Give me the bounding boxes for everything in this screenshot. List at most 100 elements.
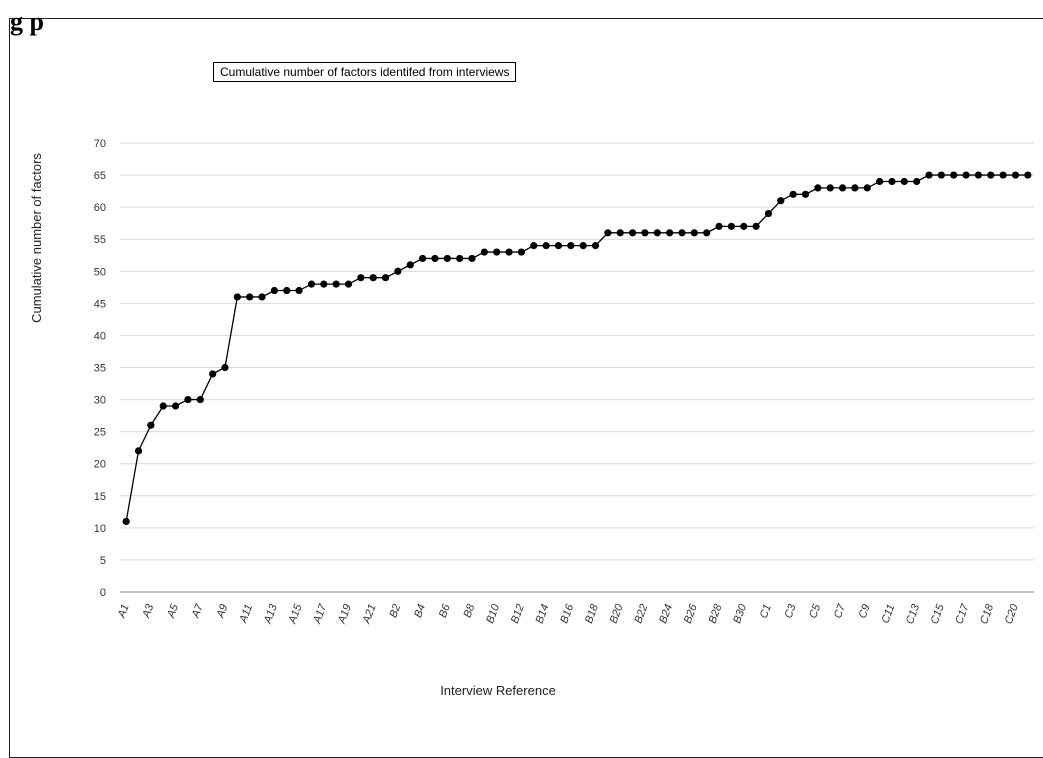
x-tick-label: B28	[707, 602, 725, 625]
x-tick-label: C17	[953, 602, 971, 626]
data-point	[233, 293, 241, 301]
series-line	[125, 174, 1028, 522]
x-tick-label: A17	[311, 602, 330, 626]
data-point	[604, 229, 612, 237]
data-point	[517, 248, 526, 256]
x-tick-label: B18	[583, 602, 601, 625]
y-tick-label: 65	[94, 170, 106, 182]
x-tick-label: B26	[682, 602, 700, 625]
data-point	[159, 402, 167, 410]
data-point	[456, 254, 464, 263]
data-points	[122, 171, 1032, 526]
x-tick-label: C9	[857, 603, 873, 620]
data-point	[616, 229, 624, 237]
data-point	[394, 267, 402, 275]
data-point	[653, 229, 661, 237]
data-point	[344, 280, 353, 288]
data-point	[1011, 171, 1020, 179]
data-point	[431, 254, 439, 263]
data-point	[740, 222, 748, 230]
data-point	[851, 184, 859, 192]
data-point	[530, 242, 538, 250]
y-axis-label: Cumulative number of factors	[29, 153, 44, 323]
data-point	[838, 184, 847, 192]
data-point	[332, 280, 340, 288]
data-point	[134, 447, 143, 455]
y-tick-label: 35	[94, 363, 106, 375]
data-point	[320, 280, 328, 288]
x-tick-label: A11	[237, 603, 255, 626]
data-point	[628, 229, 637, 237]
chart-title: Cumulative number of factors identifed f…	[213, 62, 517, 82]
data-point	[147, 421, 155, 429]
data-point	[357, 274, 365, 282]
data-point	[925, 171, 933, 179]
data-point	[1024, 171, 1032, 179]
x-tick-label: B16	[558, 602, 576, 625]
data-point	[406, 261, 414, 269]
data-point	[641, 229, 649, 237]
y-tick-label: 70	[94, 138, 106, 150]
data-point	[777, 197, 785, 205]
data-point	[443, 254, 451, 263]
data-point	[764, 209, 773, 218]
x-tick-label: B22	[632, 603, 650, 626]
y-tick-label: 15	[94, 491, 106, 503]
data-point	[196, 395, 204, 404]
y-tick-label: 10	[94, 523, 106, 535]
gridlines	[120, 142, 1034, 593]
data-point	[122, 517, 130, 526]
x-tick-label: B20	[608, 602, 626, 625]
x-tick-label: B12	[509, 603, 527, 626]
x-tick-label: B4	[412, 603, 428, 620]
x-tick-label: C11	[880, 603, 898, 625]
data-point	[876, 177, 884, 186]
data-point	[221, 363, 229, 372]
x-tick-label: A7	[190, 602, 207, 621]
data-point	[468, 254, 476, 263]
x-tick-label: A5	[165, 602, 182, 621]
y-tick-label: 30	[94, 395, 106, 407]
x-axis-ticks: A1 A3 A5 A7 A9 A11 A13 A15 A17 A19 A21 B2 B4 B6 B8 B10 B…	[115, 602, 1021, 626]
y-tick-label: 5	[100, 555, 106, 567]
data-point	[678, 229, 686, 237]
data-point	[801, 190, 810, 198]
y-tick-label: 25	[94, 427, 106, 439]
x-axis-label: Interview Reference	[440, 683, 556, 698]
data-point	[727, 222, 735, 230]
data-point	[863, 184, 871, 192]
data-point	[900, 177, 908, 186]
data-point	[690, 229, 698, 237]
data-point	[814, 184, 822, 192]
data-point	[505, 248, 513, 256]
x-tick-label: C7	[832, 602, 848, 620]
data-point	[171, 402, 180, 410]
data-point	[270, 286, 278, 295]
x-tick-label: C15	[929, 602, 947, 626]
x-tick-label: A9	[214, 603, 230, 621]
x-tick-label: C5	[807, 602, 823, 620]
x-tick-label: B10	[484, 602, 502, 625]
x-tick-label: B8	[462, 602, 478, 620]
x-tick-label: B24	[657, 603, 675, 626]
data-point	[962, 171, 970, 179]
data-point	[258, 293, 266, 301]
x-tick-label: C13	[904, 602, 922, 626]
data-point	[283, 286, 291, 295]
y-tick-label: 20	[94, 459, 106, 471]
x-tick-label: C20	[1003, 602, 1021, 626]
x-tick-label: A19	[336, 603, 354, 626]
x-tick-label: C1	[758, 603, 774, 620]
data-point	[999, 171, 1007, 179]
data-point	[381, 274, 390, 282]
y-tick-label: 40	[94, 330, 106, 342]
x-tick-label: A13	[262, 602, 281, 626]
x-tick-label: A1	[115, 603, 131, 621]
data-point	[888, 177, 896, 186]
data-point	[419, 254, 427, 263]
data-point	[913, 177, 921, 186]
data-point	[567, 242, 575, 250]
data-point	[542, 242, 550, 250]
data-point	[703, 229, 711, 237]
